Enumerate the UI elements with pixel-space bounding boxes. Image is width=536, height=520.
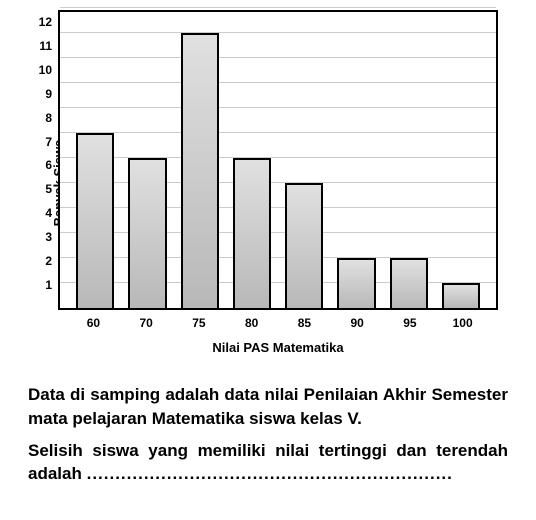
y-tick: 8 — [30, 112, 52, 124]
bars-row — [70, 12, 486, 308]
bar — [337, 258, 375, 308]
y-tick: 6 — [30, 159, 52, 171]
x-tick: 75 — [180, 316, 219, 330]
y-tick: 12 — [30, 16, 52, 28]
y-tick: 7 — [30, 136, 52, 148]
y-tick: 9 — [30, 88, 52, 100]
x-tick: 60 — [74, 316, 113, 330]
plot-wrap: 60 70 75 80 85 90 95 100 Nilai PAS Matematika — [58, 10, 498, 355]
bar — [390, 258, 428, 308]
y-tick: 10 — [30, 64, 52, 76]
y-tick: 2 — [30, 255, 52, 267]
y-tick: 11 — [30, 40, 52, 52]
bar-chart: Banyak Siswa 121110987654321 60707580859… — [30, 10, 526, 355]
plot-area — [58, 10, 498, 310]
bar — [128, 158, 166, 308]
bar — [233, 158, 271, 308]
x-axis-ticks: 60 70 75 80 85 90 95 100 — [58, 316, 498, 330]
grid-line — [60, 7, 496, 8]
answer-blank: ........................................… — [87, 464, 453, 483]
x-tick: 80 — [232, 316, 271, 330]
x-tick: 70 — [127, 316, 166, 330]
x-tick: 90 — [338, 316, 377, 330]
x-axis-label: Nilai PAS Matematika — [58, 340, 498, 355]
bar — [181, 33, 219, 308]
y-tick: 1 — [30, 279, 52, 291]
y-tick: 5 — [30, 183, 52, 195]
question-paragraph-1: Data di samping adalah data nilai Penila… — [28, 383, 508, 431]
question-paragraph-2: Selisih siswa yang memiliki nilai tertin… — [28, 439, 508, 487]
x-tick: 100 — [443, 316, 482, 330]
bar — [76, 133, 114, 308]
bar — [442, 283, 480, 308]
bar — [285, 183, 323, 308]
x-tick: 95 — [391, 316, 430, 330]
y-tick: 4 — [30, 207, 52, 219]
y-tick: 3 — [30, 231, 52, 243]
y-axis-ticks: 12 11 10 9 8 7 6 5 4 3 2 1 — [30, 10, 52, 310]
x-tick: 85 — [285, 316, 324, 330]
question-text: Data di samping adalah data nilai Penila… — [10, 383, 526, 494]
